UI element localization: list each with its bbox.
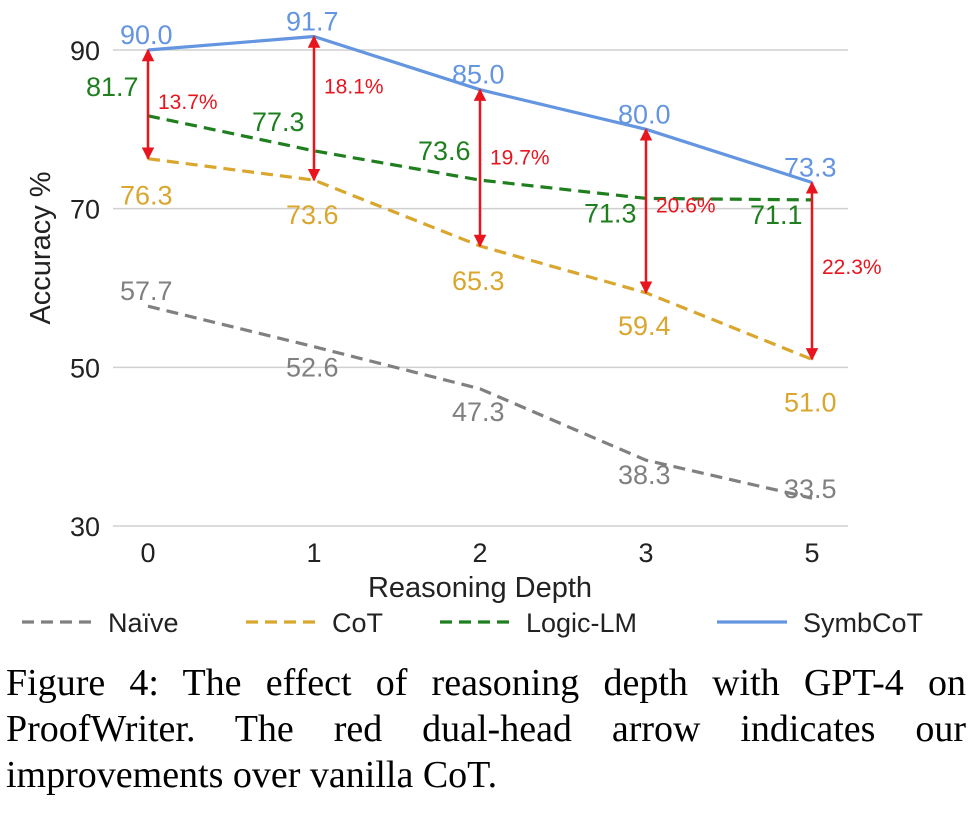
data-label: 71.1 <box>750 200 803 230</box>
data-label: 85.0 <box>452 60 505 90</box>
data-label: 38.3 <box>618 460 671 490</box>
data-label: 59.4 <box>618 311 671 341</box>
data-label: 80.0 <box>618 99 671 129</box>
data-label: 47.3 <box>452 397 505 427</box>
x-tick-label: 5 <box>804 538 819 568</box>
y-axis-ticks: 30 50 70 90 <box>70 36 100 542</box>
data-label: 77.3 <box>252 107 305 137</box>
x-tick-label: 1 <box>306 538 321 568</box>
data-label: 71.3 <box>584 198 637 228</box>
legend-label: CoT <box>332 608 383 638</box>
improvement-arrows: 13.7% 18.1% 19.7% 20.6% 22.3% <box>141 35 882 361</box>
x-axis-title: Reasoning Depth <box>368 572 592 604</box>
line-chart: 30 50 70 90 0 1 2 3 5 13.7% 18.1% 19.7% 20.6% 22.3%… <box>22 7 923 638</box>
legend-label: SymbCoT <box>803 608 923 638</box>
x-axis-ticks: 0 1 2 3 5 <box>140 538 819 568</box>
data-label: 90.0 <box>120 20 173 50</box>
x-tick-label: 2 <box>472 538 487 568</box>
y-tick-label: 90 <box>70 36 100 66</box>
data-label: 51.0 <box>784 387 837 417</box>
x-tick-label: 0 <box>140 538 155 568</box>
figure-caption: Figure 4: The effect of reasoning depth … <box>6 662 966 796</box>
series-line-na-ve <box>147 304 813 500</box>
data-label: 81.7 <box>86 72 139 102</box>
data-label: 52.6 <box>286 353 339 383</box>
y-tick-label: 50 <box>70 353 100 383</box>
legend-label: Naïve <box>108 608 179 638</box>
improvement-label: 19.7% <box>490 147 550 170</box>
data-label: 73.6 <box>418 136 471 166</box>
data-label: 33.5 <box>784 474 837 504</box>
data-label: 76.3 <box>120 181 173 211</box>
data-label: 57.7 <box>120 276 173 306</box>
data-label: 65.3 <box>452 266 505 296</box>
y-tick-label: 70 <box>70 195 100 225</box>
legend: Naïve CoT Logic-LM SymbCoT <box>22 608 923 638</box>
data-labels: 57.7 52.6 47.3 38.3 33.5 76.3 73.6 65.3 59.4 51.0… <box>86 7 837 505</box>
data-label: 91.7 <box>286 7 339 37</box>
improvement-label: 18.1% <box>324 76 384 99</box>
legend-label: Logic-LM <box>526 608 637 638</box>
x-tick-label: 3 <box>638 538 653 568</box>
y-axis-title: Accuracy % <box>25 171 57 324</box>
improvement-label: 20.6% <box>656 194 716 217</box>
data-label: 73.3 <box>784 152 837 182</box>
series-line-logic-lm <box>147 114 813 202</box>
y-tick-label: 30 <box>70 512 100 542</box>
data-label: 73.6 <box>286 200 339 230</box>
improvement-label: 13.7% <box>158 91 218 114</box>
improvement-label: 22.3% <box>822 256 882 279</box>
